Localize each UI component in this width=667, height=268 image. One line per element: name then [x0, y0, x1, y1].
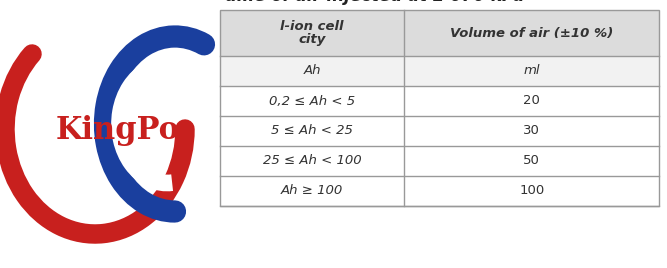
Text: 0,2 ≤ Ah < 5: 0,2 ≤ Ah < 5 [269, 95, 356, 107]
Text: ml: ml [524, 65, 540, 77]
Text: 25 ≤ Ah < 100: 25 ≤ Ah < 100 [263, 154, 362, 168]
Text: 100: 100 [519, 184, 544, 198]
Text: 20: 20 [523, 95, 540, 107]
Bar [220, 10, 659, 56]
Bar [220, 56, 659, 86]
Text: 50: 50 [523, 154, 540, 168]
Text: ume of air injected at 2 070 kPa: ume of air injected at 2 070 kPa [225, 0, 524, 5]
Text: 30: 30 [523, 125, 540, 137]
Bar [220, 10, 659, 206]
Text: KingPo: KingPo [56, 116, 180, 147]
Bar [220, 10, 659, 206]
Text: 5 ≤ Ah < 25: 5 ≤ Ah < 25 [271, 125, 353, 137]
Text: Ah: Ah [303, 65, 321, 77]
Text: Volume of air (±10 %): Volume of air (±10 %) [450, 27, 614, 39]
Text: Ah ≥ 100: Ah ≥ 100 [281, 184, 344, 198]
Text: city: city [299, 34, 326, 47]
Text: l-ion cell: l-ion cell [280, 20, 344, 32]
